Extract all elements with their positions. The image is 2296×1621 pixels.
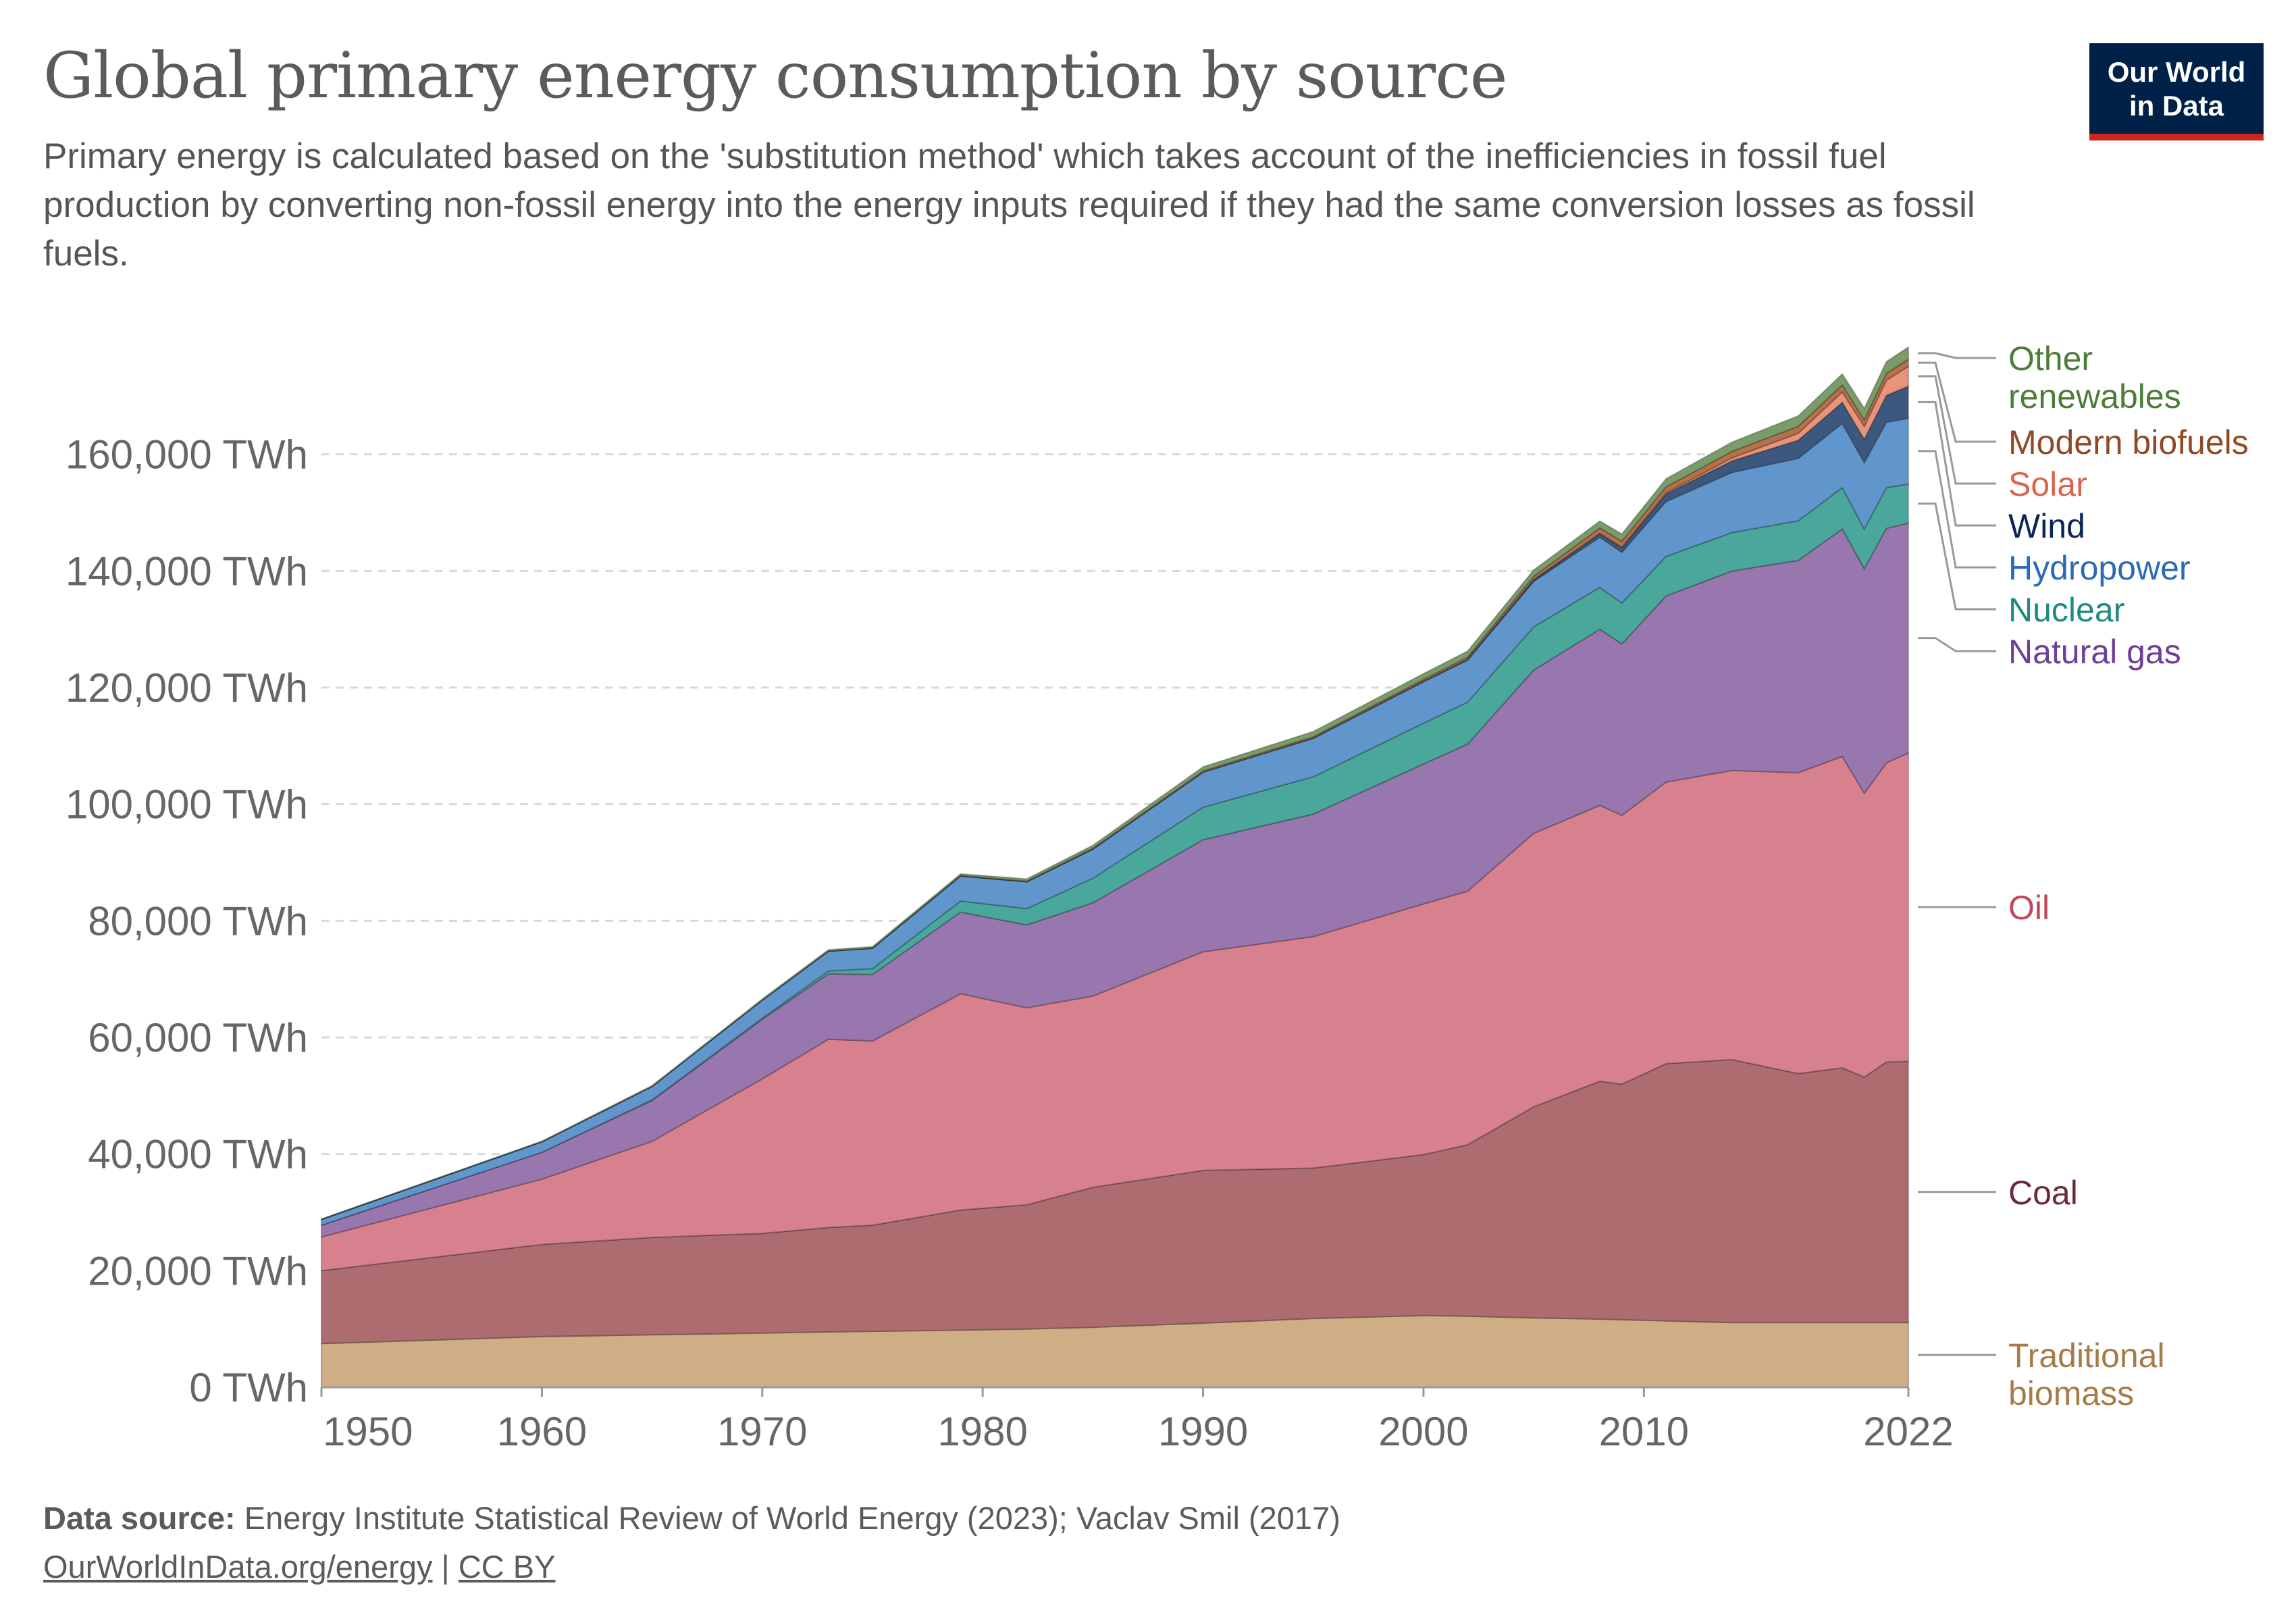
source-link[interactable]: OurWorldInData.org/energy xyxy=(43,1549,433,1585)
area-solar[interactable] xyxy=(321,365,1909,1220)
y-tick-label: 20,000 TWh xyxy=(88,1248,308,1293)
y-tick-label: 140,000 TWh xyxy=(66,548,308,594)
x-tick-label: 1960 xyxy=(497,1409,587,1454)
area-wind[interactable] xyxy=(321,385,1909,1220)
area-series xyxy=(321,345,1909,1388)
footer-separator: | xyxy=(441,1549,450,1585)
legend-label-traditional-biomass[interactable]: biomass xyxy=(2008,1374,2134,1412)
axes: 0 TWh 20,000 TWh 40,000 TWh 60,000 TWh 80,00… xyxy=(66,432,1954,1454)
logo-line-1: Our World xyxy=(2107,56,2246,88)
source-label: Data source: xyxy=(43,1500,236,1536)
y-tick-label: 60,000 TWh xyxy=(88,1015,308,1060)
area-other-renewables[interactable] xyxy=(321,345,1909,1220)
legend-leader-nuclear xyxy=(1918,503,1996,611)
y-tick-label: 40,000 TWh xyxy=(88,1132,308,1177)
logo-line-2: in Data xyxy=(2129,90,2224,122)
source-line: Data source: Energy Institute Statistica… xyxy=(43,1494,1340,1543)
x-tick-label: 1950 xyxy=(323,1409,413,1454)
chart-subtitle: Primary energy is calculated based on th… xyxy=(43,136,1975,274)
legend-label-natural-gas[interactable]: Natural gas xyxy=(2008,633,2181,671)
x-tick-label: 2000 xyxy=(1378,1409,1468,1454)
legend-label-modern-biofuels[interactable]: Modern biofuels xyxy=(2008,423,2249,461)
x-tick-label: 1990 xyxy=(1158,1409,1248,1454)
license-link[interactable]: CC BY xyxy=(458,1549,556,1585)
legend-label-other-renewables[interactable]: Other xyxy=(2008,340,2093,378)
legend-label-nuclear[interactable]: Nuclear xyxy=(2008,591,2124,629)
legend-leader-other-renewables xyxy=(1918,352,1996,359)
legend-label-traditional-biomass[interactable]: Traditional xyxy=(2008,1337,2165,1374)
owid-logo[interactable]: Our World in Data xyxy=(2089,43,2264,140)
legend-label-hydropower[interactable]: Hydropower xyxy=(2008,549,2191,587)
y-tick-label: 100,000 TWh xyxy=(66,782,308,827)
area-oil[interactable] xyxy=(321,752,1909,1272)
legend-leader-modern-biofuels xyxy=(1918,361,1996,443)
legend-label-wind[interactable]: Wind xyxy=(2008,507,2085,545)
legend-label-solar[interactable]: Solar xyxy=(2008,465,2087,503)
logo-accent-bar xyxy=(2089,134,2264,140)
chart-title: Global primary energy consumption by sou… xyxy=(43,39,1508,113)
legend-leader-solar xyxy=(1918,375,1996,485)
y-tick-label: 80,000 TWh xyxy=(88,898,308,944)
legend-label-other-renewables[interactable]: renewables xyxy=(2008,378,2181,415)
y-tick-label: 120,000 TWh xyxy=(66,665,308,711)
x-tick-label: 1980 xyxy=(937,1409,1027,1454)
legend-leader-hydropower xyxy=(1918,450,1996,569)
x-tick-label: 2022 xyxy=(1863,1409,1953,1454)
y-tick-label: 0 TWh xyxy=(189,1365,308,1410)
x-tick-label: 1970 xyxy=(717,1409,807,1454)
footer: Data source: Energy Institute Statistica… xyxy=(43,1494,1340,1591)
source-text: Energy Institute Statistical Review of W… xyxy=(244,1500,1340,1536)
legend-label-coal[interactable]: Coal xyxy=(2008,1174,2078,1212)
y-tick-label: 160,000 TWh xyxy=(66,432,308,478)
legend-leader-wind xyxy=(1918,401,1996,527)
x-tick-label: 2010 xyxy=(1599,1409,1689,1454)
link-line: OurWorldInData.org/energy | CC BY xyxy=(43,1543,1340,1591)
legend-leader-natural-gas xyxy=(1918,637,1996,652)
legend-label-oil[interactable]: Oil xyxy=(2008,889,2050,927)
